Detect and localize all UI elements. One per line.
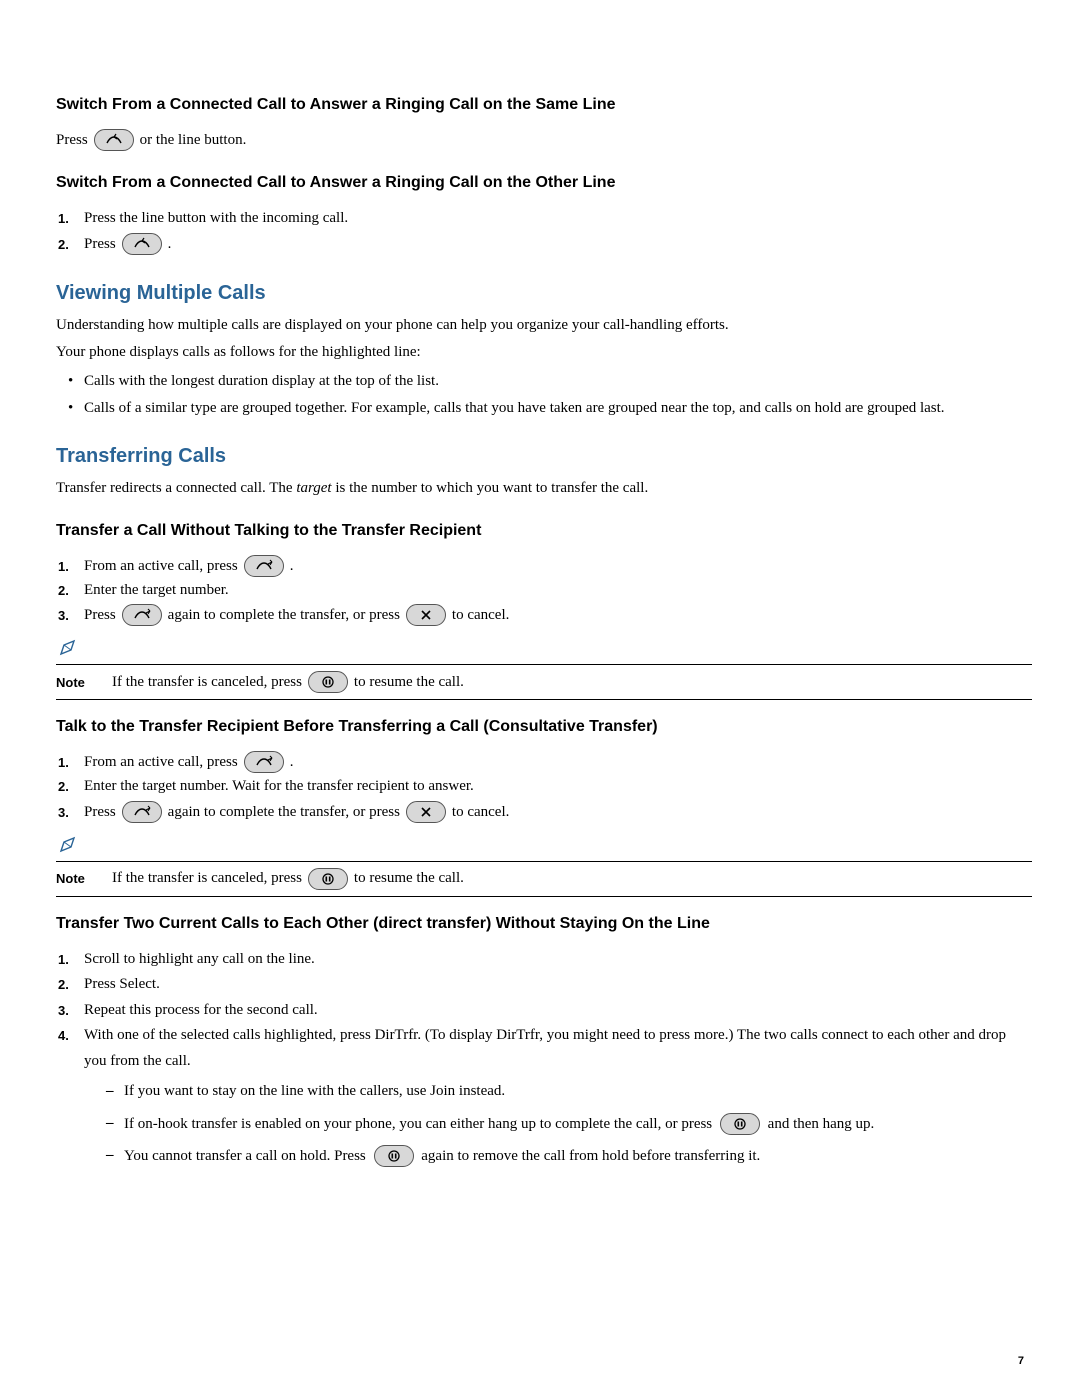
- steps-transfer-blind: From an active call, press . Enter the t…: [56, 554, 1032, 628]
- text-or-line-button: or the line button.: [140, 128, 247, 152]
- note-text: to resume the call.: [354, 674, 464, 691]
- note-block: Note If the transfer is canceled, press …: [56, 639, 1032, 700]
- hold-button-icon: [308, 868, 348, 890]
- hold-button-icon: [308, 671, 348, 693]
- list-item: Calls of a similar type are grouped toge…: [84, 397, 1032, 420]
- list-item: Press again to complete the transfer, or…: [80, 603, 1032, 627]
- note-label: Note: [56, 871, 104, 886]
- sub-list: If you want to stay on the line with the…: [84, 1080, 1032, 1168]
- step-text: Press: [84, 603, 116, 627]
- list-item: Enter the target number.: [80, 578, 1032, 604]
- paragraph: Understanding how multiple calls are dis…: [56, 315, 1032, 337]
- list-item: Calls with the longest duration display …: [84, 370, 1032, 393]
- steps-transfer-direct: Scroll to highlight any call on the line…: [56, 947, 1032, 1168]
- answer-button-icon: [122, 233, 162, 255]
- step-text: to cancel.: [452, 603, 509, 627]
- cancel-button-icon: [406, 604, 446, 626]
- text-fragment: is the number to which you want to trans…: [332, 480, 649, 496]
- list-item: Scroll to highlight any call on the line…: [80, 947, 1032, 973]
- list-item: Press again to complete the transfer, or…: [80, 800, 1032, 824]
- list-item: Press Select.: [80, 972, 1032, 998]
- instruction-row: Press or the line button.: [56, 128, 1032, 152]
- text-fragment: again to remove the call from hold befor…: [421, 1148, 760, 1164]
- text-fragment: Transfer redirects a connected call. The: [56, 480, 296, 496]
- heading-switch-other-line: Switch From a Connected Call to Answer a…: [56, 174, 1032, 192]
- note-text: to resume the call.: [354, 870, 464, 887]
- step-text: From an active call, press: [84, 750, 238, 774]
- list-item: If on-hook transfer is enabled on your p…: [124, 1112, 1032, 1136]
- step-suffix: .: [168, 232, 172, 256]
- list-item: Repeat this process for the second call.: [80, 998, 1032, 1024]
- list-item: Press .: [80, 232, 1032, 256]
- paragraph: Transfer redirects a connected call. The…: [56, 478, 1032, 500]
- pen-icon: [58, 639, 1032, 662]
- step-text: With one of the selected calls highlight…: [84, 1027, 1006, 1069]
- note-text: If the transfer is canceled, press: [112, 674, 302, 691]
- step-text: again to complete the transfer, or press: [168, 800, 400, 824]
- list-item: From an active call, press .: [80, 750, 1032, 774]
- text-press: Press: [56, 128, 88, 152]
- transfer-button-icon: [244, 555, 284, 577]
- list-item: From an active call, press .: [80, 554, 1032, 578]
- list-item: With one of the selected calls highlight…: [80, 1023, 1032, 1168]
- step-text: to cancel.: [452, 800, 509, 824]
- transfer-button-icon: [244, 751, 284, 773]
- heading-transfer-blind: Transfer a Call Without Talking to the T…: [56, 522, 1032, 540]
- text-italic: target: [296, 480, 331, 496]
- heading-switch-same-line: Switch From a Connected Call to Answer a…: [56, 96, 1032, 114]
- text-fragment: You cannot transfer a call on hold. Pres…: [124, 1148, 366, 1164]
- hold-button-icon: [720, 1113, 760, 1135]
- transfer-button-icon: [122, 604, 162, 626]
- note-text: If the transfer is canceled, press: [112, 870, 302, 887]
- text-fragment: If on-hook transfer is enabled on your p…: [124, 1116, 712, 1132]
- list-item: Press the line button with the incoming …: [80, 206, 1032, 232]
- document-page: Switch From a Connected Call to Answer a…: [0, 0, 1080, 1220]
- cancel-button-icon: [406, 801, 446, 823]
- text-fragment: and then hang up.: [768, 1116, 875, 1132]
- page-number: 7: [1018, 1355, 1024, 1367]
- list-item: If you want to stay on the line with the…: [124, 1080, 1032, 1103]
- bullet-list: Calls with the longest duration display …: [56, 370, 1032, 419]
- list-item: You cannot transfer a call on hold. Pres…: [124, 1144, 1032, 1168]
- pen-icon: [58, 836, 1032, 859]
- steps-transfer-consult: From an active call, press . Enter the t…: [56, 750, 1032, 824]
- step-suffix: .: [290, 554, 294, 578]
- steps-switch-other: Press the line button with the incoming …: [56, 206, 1032, 256]
- note-label: Note: [56, 675, 104, 690]
- transfer-button-icon: [122, 801, 162, 823]
- heading-viewing-multiple: Viewing Multiple Calls: [56, 282, 1032, 305]
- answer-button-icon: [94, 129, 134, 151]
- step-text: Press: [84, 800, 116, 824]
- heading-transferring: Transferring Calls: [56, 445, 1032, 468]
- step-text: again to complete the transfer, or press: [168, 603, 400, 627]
- step-text: From an active call, press: [84, 554, 238, 578]
- step-text: Press: [84, 232, 116, 256]
- heading-transfer-consult: Talk to the Transfer Recipient Before Tr…: [56, 718, 1032, 736]
- paragraph: Your phone displays calls as follows for…: [56, 342, 1032, 364]
- hold-button-icon: [374, 1145, 414, 1167]
- list-item: Enter the target number. Wait for the tr…: [80, 774, 1032, 800]
- step-text: Press the line button with the incoming …: [84, 210, 348, 226]
- step-suffix: .: [290, 750, 294, 774]
- heading-transfer-direct: Transfer Two Current Calls to Each Other…: [56, 915, 1032, 933]
- note-block: Note If the transfer is canceled, press …: [56, 836, 1032, 897]
